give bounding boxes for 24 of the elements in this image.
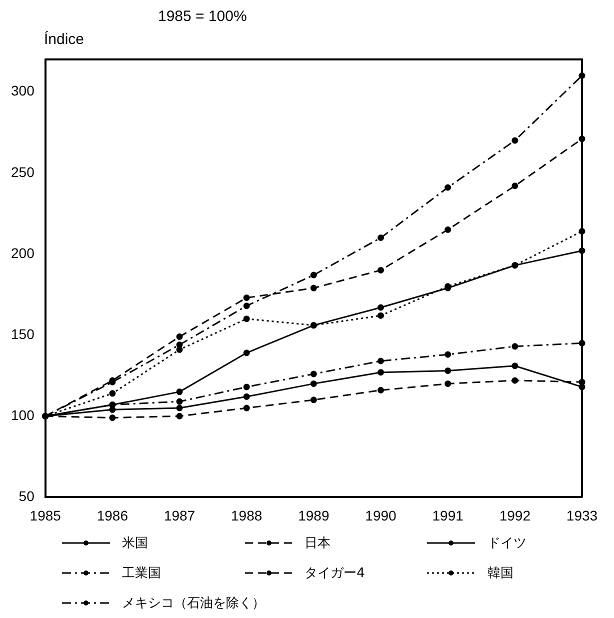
y-tick-label: 50	[18, 488, 35, 504]
y-tick-label: 300	[11, 82, 35, 99]
y-tick-label: 150	[11, 326, 35, 342]
x-tick-label: 1990	[365, 507, 397, 524]
chart-title: 1985 = 100%	[158, 8, 248, 25]
legend-label: タイガー4	[304, 565, 365, 582]
x-tick-label: 1992	[499, 507, 531, 524]
legend-label: 日本	[304, 535, 331, 552]
legend-label: 韓国	[487, 565, 514, 582]
x-tick-label: 1988	[231, 507, 262, 524]
legend-label: メキシコ（石油を除く）	[122, 595, 265, 612]
x-tick-label: 1985	[30, 507, 62, 524]
legend-label: 米国	[122, 535, 148, 552]
legend-label: 工業国	[122, 565, 161, 582]
y-tick-label: 100	[11, 406, 35, 423]
legend-label: ドイツ	[487, 535, 526, 552]
x-tick-label: 1989	[298, 507, 330, 524]
x-tick-label: 1987	[164, 507, 196, 524]
y-axis-title: Índice	[44, 31, 86, 48]
y-tick-label: 250	[11, 164, 35, 180]
x-tick-label: 1933	[566, 507, 598, 524]
x-tick-label: 1991	[432, 507, 464, 524]
x-tick-label: 1986	[96, 507, 128, 524]
y-tick-label: 200	[11, 244, 35, 261]
